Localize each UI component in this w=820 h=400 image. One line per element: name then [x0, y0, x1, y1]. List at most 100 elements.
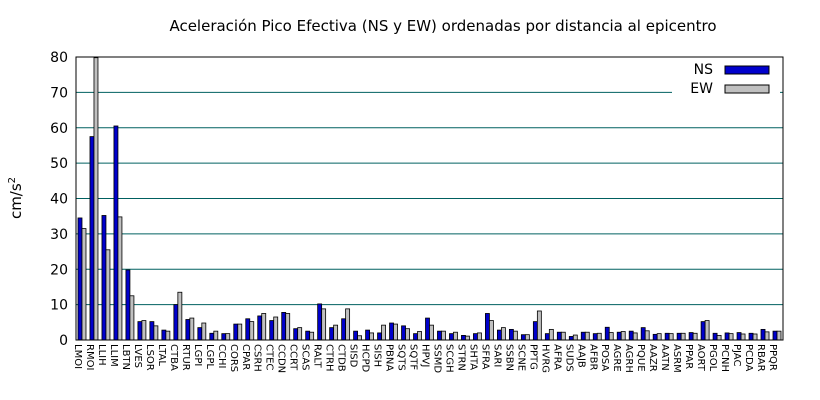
bar-ew-lgpi	[201, 322, 207, 341]
bar-ew-lgpl	[213, 330, 219, 341]
y-tick-label: 30	[50, 227, 68, 243]
bar-ns-rmoi	[89, 136, 95, 341]
x-tick-label: LSOR	[144, 344, 155, 371]
x-tick-label: LGPL	[204, 344, 215, 369]
x-tick-label: CTDB	[336, 344, 347, 372]
bar-ew-ctdb	[345, 308, 351, 341]
x-tick-label: HPVJ	[420, 344, 431, 367]
y-tick-label: 80	[50, 50, 68, 66]
bar-ew-lves	[141, 320, 147, 341]
bar-ns-rtur	[185, 319, 191, 341]
bar-ns-asrm	[676, 332, 682, 341]
bar-ns-aazr	[652, 333, 658, 341]
bar-ns-sfra	[485, 313, 490, 341]
bar-ew-afbr	[596, 332, 602, 341]
bar-ew-cchi	[225, 333, 231, 341]
y-tick-label: 50	[50, 156, 68, 172]
bar-ew-agre	[620, 331, 626, 341]
bar-ns-strn	[461, 335, 466, 341]
bar-ew-sqts	[405, 328, 410, 341]
bar-ns-ralt	[317, 303, 323, 341]
y-tick-label: 40	[50, 192, 68, 208]
x-tick-label: AATN	[659, 344, 670, 371]
bar-ns-cors	[233, 323, 239, 341]
x-tick-label: HVRG	[539, 344, 550, 373]
bar-ns-ppqr	[772, 330, 778, 341]
bar-ew-ppar	[692, 332, 698, 341]
bar-ew-rbar	[764, 331, 770, 341]
x-tick-label: SISH	[372, 344, 383, 367]
bar-ns-sisd	[353, 330, 359, 341]
x-tick-label: RMOI	[84, 344, 95, 370]
y-axis-label-exponent: 2	[7, 177, 18, 183]
bar-ew-scas	[309, 331, 315, 341]
bar-ew-scne	[524, 334, 530, 341]
bar-ew-sari	[500, 327, 506, 341]
bar-ew-ssmd	[441, 330, 446, 341]
bar-ew-asrm	[680, 332, 686, 341]
x-tick-label: PQUE	[635, 344, 646, 372]
x-tick-label: CCDN	[276, 344, 287, 373]
bar-ew-hpvj	[429, 324, 434, 341]
bar-ns-llim	[113, 125, 119, 341]
bar-ns-scgh	[449, 333, 454, 341]
bar-ew-sish	[381, 324, 386, 341]
x-tick-label: LVES	[132, 344, 143, 368]
bar-ns-lmoi	[77, 217, 83, 341]
x-tick-label: AAJB	[575, 344, 586, 368]
y-tick-label: 10	[50, 298, 68, 314]
bar-ns-ctdb	[341, 318, 347, 341]
x-tick-label: AGRH	[623, 344, 634, 373]
bar-ew-strn	[465, 335, 470, 341]
bar-ew-ccdn	[285, 313, 291, 341]
x-tick-label: SUDS	[563, 344, 574, 372]
x-tick-label: PCDA	[743, 344, 754, 372]
bar-ns-suds	[568, 336, 574, 341]
x-tick-label: SSMD	[431, 344, 442, 373]
x-tick-labels: LMOI RMOI LLIH LLIM LBTN LVES LSOR LTAL CTBA RTUR…	[72, 344, 778, 373]
bar-ew-rtur	[189, 317, 195, 341]
x-tick-label: RTUR	[180, 344, 191, 371]
y-axis-label-unit: cm/s	[7, 183, 25, 219]
legend-label-ns: NS	[694, 62, 713, 78]
bar-ns-agrh	[628, 330, 634, 341]
x-tick-label: PBNA	[384, 344, 395, 371]
bar-ns-cpar	[245, 318, 251, 341]
bars	[77, 57, 782, 341]
x-tick-label: PJAC	[731, 344, 742, 366]
x-tick-label: HCPD	[360, 344, 371, 373]
bar-ns-scne	[520, 334, 526, 341]
bar-ew-suds	[572, 334, 578, 341]
bar-ew-csrh	[261, 313, 267, 341]
bar-ns-csrh	[257, 315, 263, 341]
bar-ew-ltal	[165, 330, 171, 341]
bar-ns-pjac	[736, 332, 742, 341]
bar-ns-aatn	[664, 332, 670, 341]
bar-ns-pcda	[748, 332, 754, 341]
x-tick-label: SISD	[348, 344, 359, 368]
x-tick-label: SCAS	[300, 344, 311, 371]
bar-ew-ssbn	[512, 330, 518, 341]
bar-ns-pcnh	[724, 332, 730, 341]
bar-ns-hcpd	[365, 329, 370, 341]
bar-ew-pcda	[752, 333, 758, 341]
grid-lines	[76, 91, 783, 306]
bar-ns-lgpl	[209, 332, 215, 341]
x-tick-label: CSRH	[252, 344, 263, 372]
x-tick-label: CCRT	[288, 344, 299, 371]
x-tick-label: AORT	[695, 344, 706, 372]
bar-ns-scas	[305, 330, 311, 341]
x-tick-label: CTEC	[264, 344, 275, 370]
bar-ns-shta	[473, 333, 478, 341]
bar-ew-ccrt	[297, 327, 303, 341]
x-tick-label: CORS	[228, 344, 239, 372]
x-tick-label: CTBA	[168, 344, 179, 371]
x-tick-label: SCNE	[515, 344, 526, 371]
bar-ns-pgol	[712, 332, 718, 341]
x-tick-label: SFRA	[479, 344, 490, 370]
bar-ew-pjac	[740, 333, 746, 341]
y-tick-label: 70	[50, 85, 68, 101]
bar-ew-pbna	[393, 323, 398, 341]
x-tick-label: AGRE	[611, 344, 622, 372]
bar-ns-pptg	[532, 321, 538, 341]
